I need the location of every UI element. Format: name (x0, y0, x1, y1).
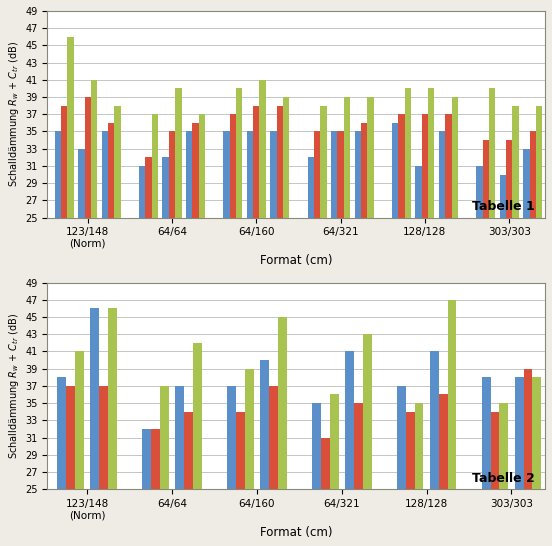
Bar (114, 105, 121, 217)
Bar (55, 132, 61, 217)
Bar (355, 132, 361, 217)
Bar (331, 132, 337, 217)
Bar (422, 114, 428, 217)
Bar (321, 437, 330, 489)
Bar (445, 114, 452, 217)
Bar (223, 132, 230, 217)
Bar (152, 114, 158, 217)
Bar (536, 105, 542, 217)
X-axis label: Format (cm): Format (cm) (260, 526, 332, 539)
Bar (337, 132, 344, 217)
Bar (175, 386, 184, 489)
Text: Tabelle 1: Tabelle 1 (473, 200, 535, 213)
Bar (514, 377, 523, 489)
Bar (193, 123, 199, 217)
Bar (236, 412, 245, 489)
Bar (277, 105, 283, 217)
Bar (253, 105, 259, 217)
Bar (269, 386, 278, 489)
Bar (245, 369, 254, 489)
Bar (108, 308, 117, 489)
Bar (344, 97, 350, 217)
Bar (278, 317, 286, 489)
Bar (397, 386, 406, 489)
Bar (415, 403, 423, 489)
Bar (482, 377, 491, 489)
Bar (160, 386, 169, 489)
Bar (139, 166, 145, 217)
Bar (84, 97, 91, 217)
Bar (330, 394, 338, 489)
Bar (354, 403, 363, 489)
Bar (482, 140, 489, 217)
Bar (506, 140, 512, 217)
X-axis label: Format (cm): Format (cm) (260, 254, 332, 268)
Y-axis label: Schalldämmung $R_w$ + $C_{tr}$ (dB): Schalldämmung $R_w$ + $C_{tr}$ (dB) (7, 41, 21, 187)
Bar (448, 300, 457, 489)
Bar (260, 360, 269, 489)
Bar (259, 80, 266, 217)
Bar (61, 105, 67, 217)
Bar (162, 157, 169, 217)
Bar (312, 403, 321, 489)
Bar (283, 97, 289, 217)
Bar (142, 429, 151, 489)
Bar (307, 157, 314, 217)
Bar (452, 97, 458, 217)
Bar (66, 386, 75, 489)
Bar (91, 80, 97, 217)
Bar (99, 386, 108, 489)
Bar (489, 88, 495, 217)
Bar (270, 132, 277, 217)
Bar (416, 166, 422, 217)
Bar (67, 37, 73, 217)
Bar (320, 105, 327, 217)
Bar (247, 132, 253, 217)
Bar (184, 412, 193, 489)
Bar (145, 157, 152, 217)
Bar (523, 149, 529, 217)
Bar (230, 114, 236, 217)
Bar (193, 343, 202, 489)
Bar (91, 308, 99, 489)
Text: Tabelle 2: Tabelle 2 (473, 472, 535, 485)
Bar (75, 352, 84, 489)
Bar (392, 123, 398, 217)
Bar (491, 412, 500, 489)
Bar (314, 132, 320, 217)
Bar (227, 386, 236, 489)
Bar (476, 166, 482, 217)
Bar (175, 88, 182, 217)
Bar (405, 88, 411, 217)
Bar (151, 429, 160, 489)
Bar (363, 334, 371, 489)
Bar (500, 175, 506, 217)
Bar (102, 132, 108, 217)
Bar (529, 132, 536, 217)
Bar (523, 369, 532, 489)
Bar (108, 123, 114, 217)
Bar (532, 377, 542, 489)
Bar (439, 394, 448, 489)
Bar (430, 352, 439, 489)
Bar (500, 403, 508, 489)
Bar (345, 352, 354, 489)
Bar (186, 132, 193, 217)
Bar (236, 88, 242, 217)
Bar (361, 123, 368, 217)
Bar (368, 97, 374, 217)
Bar (439, 132, 445, 217)
Bar (78, 149, 84, 217)
Bar (398, 114, 405, 217)
Y-axis label: Schalldämmung $R_w$ + $C_{tr}$ (dB): Schalldämmung $R_w$ + $C_{tr}$ (dB) (7, 313, 21, 459)
Bar (406, 412, 415, 489)
Bar (512, 105, 519, 217)
Bar (428, 88, 434, 217)
Bar (57, 377, 66, 489)
Bar (199, 114, 205, 217)
Bar (169, 132, 175, 217)
